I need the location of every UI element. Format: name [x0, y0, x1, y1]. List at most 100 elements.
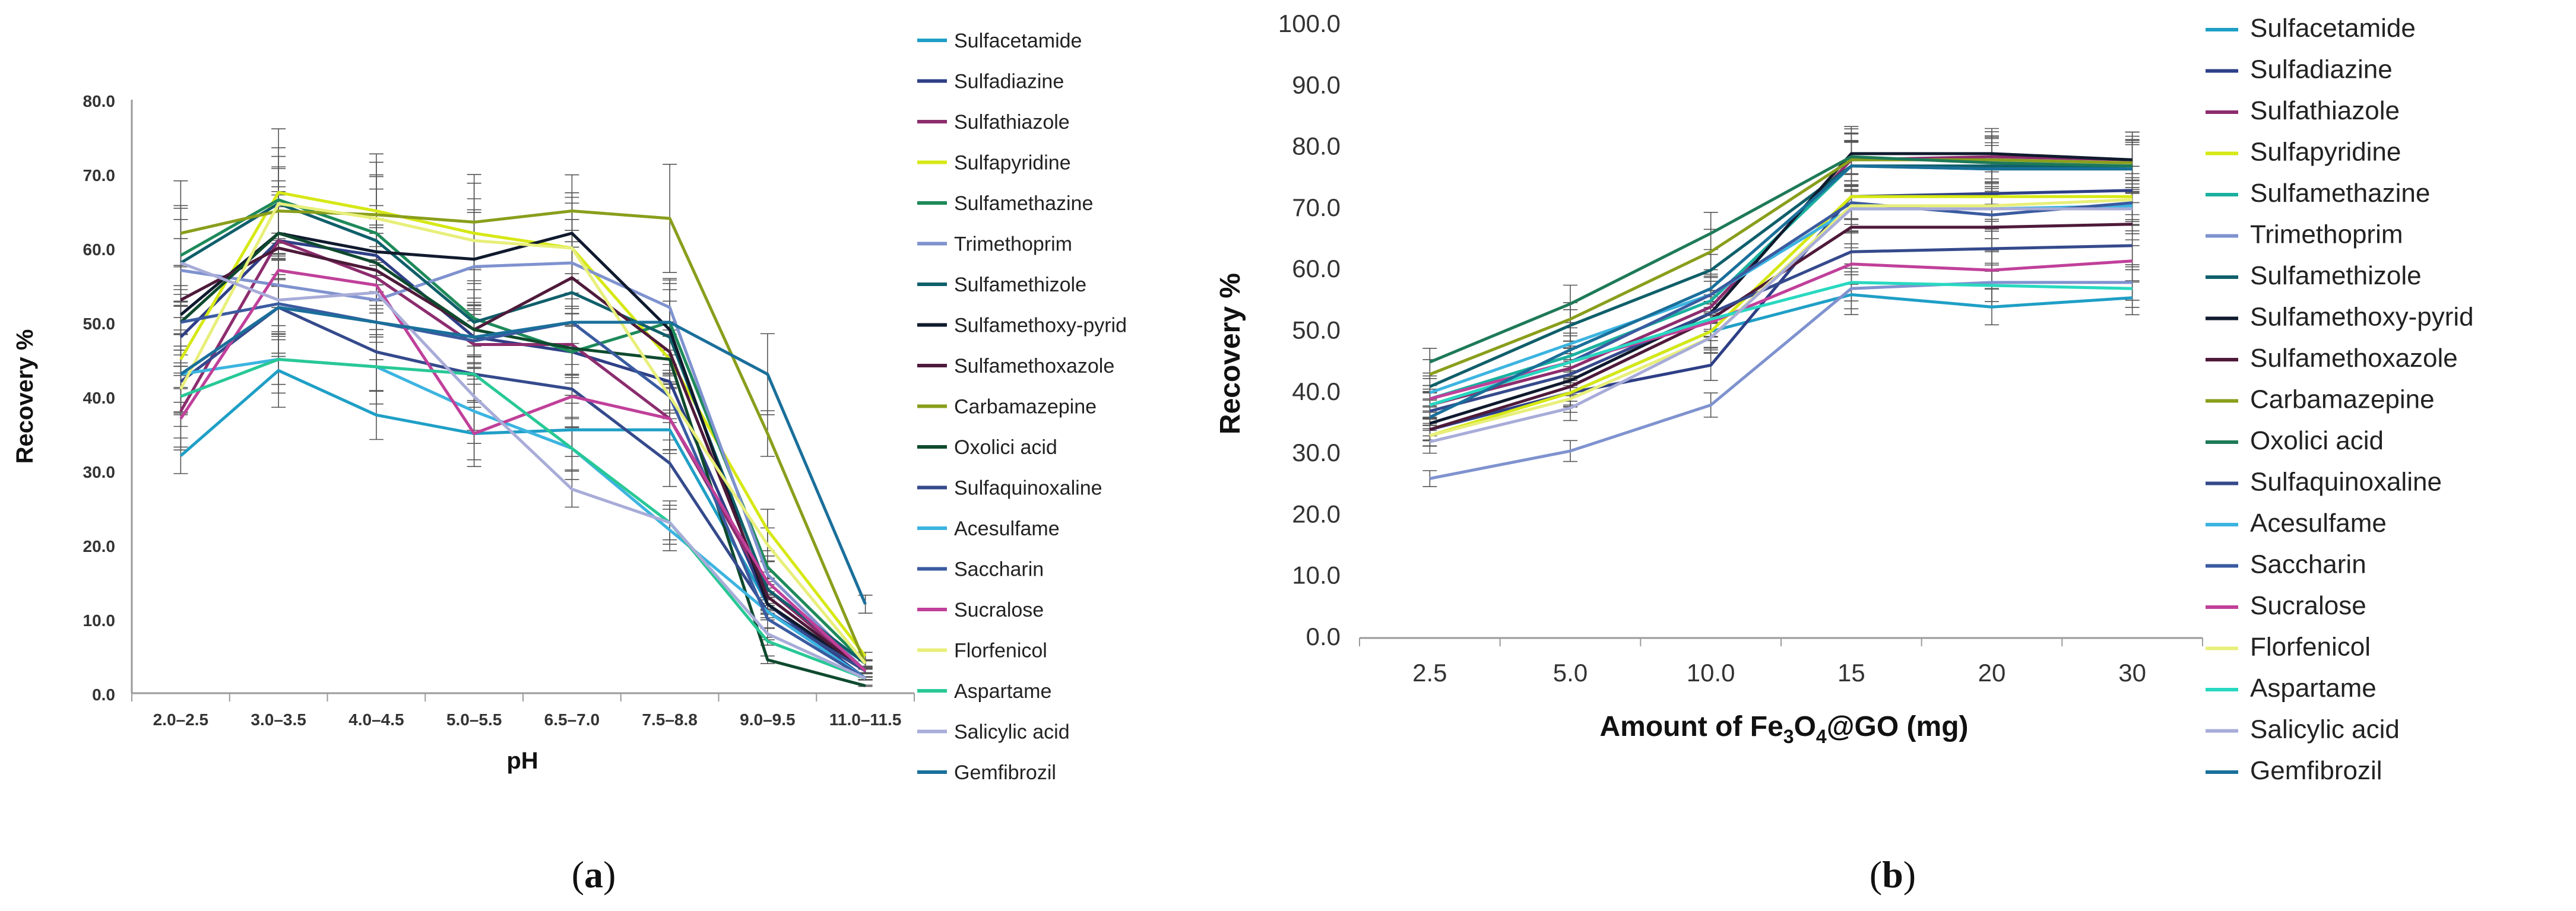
series-line [180, 202, 867, 665]
y-tick-label: 10.0 [1292, 561, 1341, 589]
legend-label: Sulfacetamide [954, 30, 1082, 52]
legend-label: Carbamazepine [954, 396, 1097, 418]
series-line [180, 358, 866, 680]
legend-label: Carbamazepine [2250, 385, 2435, 414]
y-tick-label: 20.0 [83, 537, 116, 556]
y-tick-label: 50.0 [1292, 316, 1341, 344]
y-tick-label: 70.0 [83, 166, 116, 185]
legend-label: Sulfapyridine [2250, 138, 2401, 167]
y-tick-label: 80.0 [1292, 132, 1341, 160]
legend-label: Sulfamethizole [954, 274, 1086, 296]
y-tick-label: 0.0 [1306, 623, 1341, 650]
y-tick-label: 30.0 [83, 463, 116, 481]
legend-label: Florfenicol [954, 640, 1047, 662]
x-tick-label: 15 [1837, 659, 1865, 687]
x-tick-label: 2.0–2.5 [153, 710, 208, 729]
legend-label: Oxolici acid [2250, 426, 2384, 455]
series-line [180, 302, 866, 680]
y-tick-label: 50.0 [83, 315, 116, 333]
legend-label: Sulfaquinoxaline [954, 477, 1102, 500]
series-line [1429, 164, 2133, 419]
legend-label: Trimethoprim [954, 233, 1072, 256]
x-tick-label: 30 [2118, 659, 2146, 687]
series-line [1429, 158, 2133, 376]
series-line [1429, 281, 2133, 480]
series-line [180, 210, 867, 664]
chart-b-y-axis-label: Recovery % [1215, 273, 1246, 434]
legend-label: Sulfadiazine [954, 71, 1064, 93]
series-line [180, 261, 866, 680]
chart-b-plot-area [1422, 126, 2140, 487]
legend-label: Oxolici acid [954, 436, 1057, 459]
legend-label: Saccharin [954, 558, 1044, 581]
legend-label: Acesulfame [2250, 509, 2387, 538]
series-line [179, 306, 866, 672]
legend-label: Gemfibrozil [954, 761, 1056, 784]
y-tick-label: 70.0 [1292, 193, 1341, 221]
legend-label: Sucralose [954, 599, 1044, 621]
panel-label-a: (a) [572, 853, 616, 896]
y-tick-label: 40.0 [83, 389, 116, 407]
y-tick-label: 40.0 [1292, 377, 1341, 405]
y-tick-label: 60.0 [83, 240, 116, 259]
x-tick-label: 2.5 [1412, 659, 1447, 687]
chart-a: 0.0 10.0 20.0 30.0 40.0 50.0 60.0 70.0 80.0 2.0–… [12, 30, 1127, 784]
x-tick-label: 7.5–8.8 [642, 710, 697, 729]
legend-label: Sulfathiazole [954, 111, 1070, 134]
x-tick-label: 4.0–4.5 [348, 710, 404, 729]
legend-label: Sucralose [2250, 591, 2366, 620]
legend-label: Trimethoprim [2250, 220, 2403, 249]
legend-label: Sulfamethoxy-pyrid [954, 315, 1127, 337]
legend-label: Sulfaquinoxaline [2250, 468, 2442, 497]
legend-label: Sulfamethoxazole [954, 355, 1114, 377]
series-line [179, 202, 867, 665]
legend-label: Sulfacetamide [2250, 14, 2416, 43]
chart-a-x-axis-label: pH [506, 748, 538, 774]
chart-a-y-ticks: 0.0 10.0 20.0 30.0 40.0 50.0 60.0 70.0 80.0 [83, 92, 116, 704]
legend-label: Acesulfame [954, 518, 1060, 540]
x-tick-label: 5.0–5.5 [446, 710, 502, 729]
legend-label: Aspartame [954, 680, 1051, 703]
legend-label: Sulfamethazine [2250, 179, 2430, 208]
legend-label: Sulfamethoxy-pyrid [2250, 303, 2474, 332]
series-line [179, 269, 867, 672]
x-tick-label: 5.0 [1553, 659, 1588, 687]
legend-label: Salicylic acid [954, 721, 1070, 744]
legend-label: Sulfamethizole [2250, 261, 2422, 290]
y-tick-label: 20.0 [1292, 500, 1341, 528]
series-line [1429, 244, 2133, 413]
series-line [179, 231, 866, 687]
chart-b-y-ticks: 0.0 10.0 20.0 30.0 40.0 50.0 60.0 70.0 80.0 90.0 1… [1278, 9, 1341, 650]
legend-label: Gemfibrozil [2250, 756, 2382, 785]
chart-b: 0.0 10.0 20.0 30.0 40.0 50.0 60.0 70.0 80.0 90.0 1… [1215, 9, 2474, 785]
series-line [1429, 207, 2133, 443]
series-line [1429, 281, 2133, 407]
legend-label: Florfenicol [2250, 633, 2371, 662]
y-tick-label: 100.0 [1278, 9, 1341, 37]
panel-label-b: (b) [1870, 853, 1916, 896]
chart-a-plot-area [173, 128, 873, 687]
chart-b-x-axis-label: Amount of Fe3O4@GO (mg) [1600, 711, 1969, 747]
x-tick-label: 10.0 [1687, 659, 1735, 687]
chart-a-y-axis-label: Recovery % [12, 329, 38, 464]
x-tick-label: 6.5–7.0 [544, 710, 600, 729]
legend-label: Sulfadiazine [2250, 55, 2393, 84]
y-tick-label: 10.0 [83, 611, 116, 630]
series-line [1429, 155, 2133, 364]
chart-b-x-ticks: 2.5 5.0 10.0 15 20 30 [1359, 638, 2203, 687]
series-line [1429, 164, 2133, 388]
legend-label: Aspartame [2250, 674, 2377, 703]
legend-label: Sulfamethoxazole [2250, 344, 2458, 373]
legend-label: Sulfathiazole [2250, 96, 2400, 125]
chart-a-legend: Sulfacetamide Sulfadiazine Sulfathiazole Su… [917, 30, 1127, 784]
series-line [1429, 223, 2133, 431]
x-tick-label: 9.0–9.5 [740, 710, 795, 729]
y-tick-label: 60.0 [1292, 255, 1341, 282]
series-line [1429, 195, 2133, 437]
series-line [1429, 152, 2133, 425]
x-tick-label: 3.0–3.5 [251, 710, 306, 729]
x-tick-label: 11.0–11.5 [829, 710, 901, 729]
series-line [179, 369, 867, 680]
legend-label: Sulfapyridine [954, 152, 1071, 174]
